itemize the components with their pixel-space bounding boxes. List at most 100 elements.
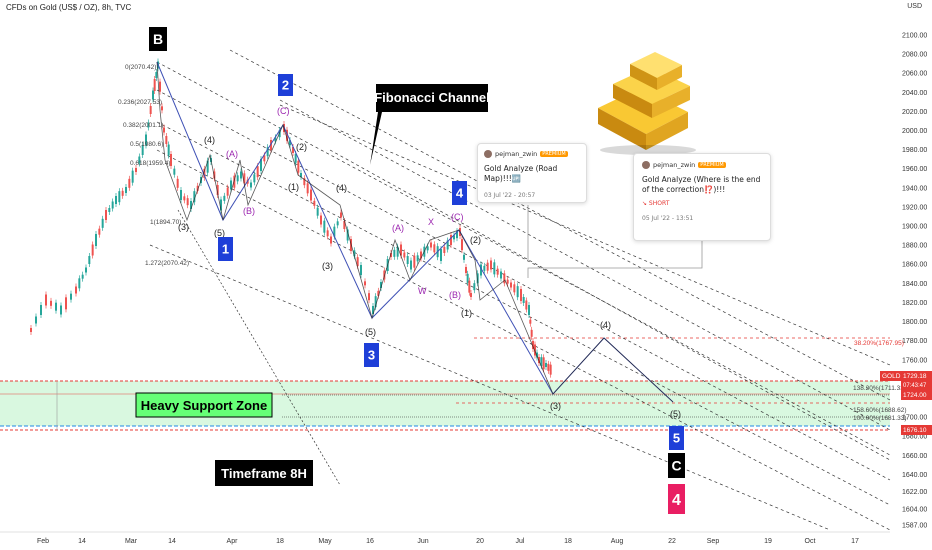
candle-body (173, 168, 176, 175)
channel-line (279, 99, 891, 431)
candle-body (466, 273, 469, 283)
candle-body (396, 246, 399, 257)
candle-body (50, 300, 52, 306)
candle-body (340, 212, 342, 218)
wave-box-text: 4 (456, 186, 464, 201)
idea-title[interactable]: Gold Analyze (Where is the end of the co… (642, 175, 761, 195)
candle-body (256, 166, 259, 178)
candle-body (121, 190, 124, 196)
fib-label: 0.618(1959.4) (130, 160, 170, 167)
candle-body (203, 168, 206, 178)
idea-date: 03 Jul '22 - 20:57 (484, 192, 536, 200)
idea-card-correction[interactable]: pejman_zwin PREMIUM Gold Analyze (Where i… (633, 153, 771, 241)
candle-body (420, 251, 422, 259)
wave-label: (4) (204, 135, 215, 145)
fibonacci-channel (149, 49, 891, 531)
fib-label: 1.272(2070.42) (145, 260, 189, 267)
price-tick: 1820.00 (902, 300, 927, 307)
candle-body (131, 170, 134, 183)
idea-card-road-map[interactable]: pejman_zwin PREMIUM Gold Analyze (Road Ma… (477, 143, 587, 203)
candle-body (470, 293, 472, 297)
wave-box-bg (278, 74, 293, 96)
candle-body (40, 305, 42, 315)
wave-box-n4a: 4 (452, 181, 467, 205)
wave-box-text: C (671, 458, 681, 474)
fib-extension-label: 158.60%(1688.62) (853, 407, 907, 414)
candle-body (240, 171, 242, 179)
fibonacci-channel-label: Fibonacci Channel (374, 90, 490, 105)
candle-body (468, 280, 471, 293)
time-tick: 16 (366, 538, 374, 545)
candle-body (183, 196, 186, 201)
fib-label: 0.5(1980.6) (130, 141, 163, 148)
candle-body (149, 106, 152, 114)
candle-body (193, 191, 196, 203)
wave-box-text: 4 (672, 492, 681, 509)
candle-body (292, 147, 294, 153)
candle-body (430, 242, 432, 248)
candle-body (393, 249, 396, 257)
candle-body (60, 305, 62, 315)
chart-title: CFDs on Gold (US$ / OZ), 8h, TVC (6, 3, 132, 12)
candle-body (206, 160, 209, 173)
candle-body (226, 187, 229, 196)
price-tick: 2020.00 (902, 109, 927, 116)
fib-label: 0(2070.42) (125, 64, 156, 71)
currency-label: USD (907, 3, 922, 10)
fibonacci-channel-callout: Fibonacci Channel (370, 84, 490, 165)
wave-box-text: 3 (368, 348, 375, 363)
price-tick: 1760.00 (902, 357, 927, 364)
premium-badge: PREMIUM (540, 151, 568, 157)
candle-body (490, 260, 492, 270)
candle-body (145, 134, 147, 146)
candle-body (406, 256, 409, 264)
price-tick: 1840.00 (902, 281, 927, 288)
candle-body (243, 173, 246, 184)
candle-body (443, 247, 446, 253)
candle-body (528, 305, 530, 315)
candle-body (500, 271, 502, 279)
candle-body (300, 173, 302, 177)
wave-label: (4) (336, 183, 347, 193)
price-tick: 1860.00 (902, 262, 927, 269)
wave-box-bg (668, 453, 685, 478)
candle-body (152, 90, 154, 100)
wave-label: (2) (296, 142, 307, 152)
candle-body (465, 267, 467, 273)
price-tick: 1780.00 (902, 338, 927, 345)
candle-body (81, 274, 84, 279)
level-1676-tag (901, 425, 932, 435)
time-axis[interactable]: Feb 14 Mar 14 Apr 18 May 16 Jun 20 Jul 18 Aug 22 Sep 19… (0, 531, 890, 545)
price-tick: 1920.00 (902, 204, 927, 211)
wave-box-bg (149, 27, 167, 51)
timeframe-label: Timeframe 8H (221, 466, 307, 481)
fib-extension-label: 100.00%(1681.33) (853, 415, 907, 422)
candle-body (374, 296, 377, 308)
candle-body (220, 199, 222, 211)
short-tag: ↘ SHORT (642, 200, 670, 208)
candle-body (91, 244, 94, 256)
candle-body (326, 230, 329, 237)
price-axis[interactable]: 2100.00 2080.00 2060.00 2040.00 2020.00 2000.… (902, 33, 927, 530)
support-zone-label: Heavy Support Zone (141, 398, 267, 413)
candle-body (223, 195, 226, 201)
candlesticks (30, 58, 552, 378)
idea-title[interactable]: Gold Analyze (Road Map)!!!🆙 (484, 164, 558, 184)
candle-body (433, 244, 436, 253)
candle-body (260, 159, 262, 171)
time-tick: Aug (611, 538, 624, 545)
candle-body (380, 282, 382, 288)
candle-body (503, 273, 506, 284)
candle-body (333, 226, 336, 237)
wave-box-n1: 1 (218, 237, 233, 261)
candle-body (356, 257, 359, 267)
candle-body (75, 286, 77, 294)
time-tick: 22 (668, 538, 676, 545)
wave-label: (5) (365, 327, 376, 337)
wave-label-purple: (B) (449, 290, 461, 300)
time-tick: Jun (417, 538, 428, 545)
time-tick: Sep (707, 538, 720, 545)
wave-label: (3) (178, 222, 189, 232)
candle-body (456, 231, 458, 239)
